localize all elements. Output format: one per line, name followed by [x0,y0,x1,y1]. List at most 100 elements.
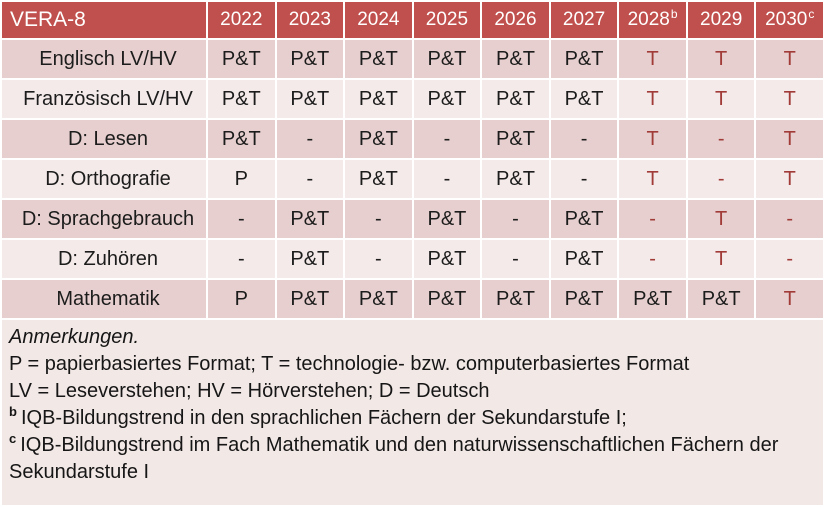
table-cell: P&T [345,120,412,158]
table-cell: P&T [208,120,275,158]
table-cell: T [619,160,686,198]
column-header-2022: 2022 [208,2,275,38]
table-cell: - [345,240,412,278]
table-cell: T [619,80,686,118]
table-cell: P&T [276,200,344,238]
column-header-2027: 2027 [550,2,618,38]
table-cell: P&T [345,280,412,318]
table-cell: P&T [276,240,344,278]
table-cell: P&T [687,280,755,318]
row-label: Mathematik [2,280,206,318]
table-cell: P&T [413,280,481,318]
footnote-b: b IQB-Bildungstrend in den sprachlichen F… [9,405,813,432]
notes-section: Anmerkungen. P = papierbasiertes Format;… [2,320,823,505]
footnote-b-superscript: b [9,404,17,420]
table-cell: - [413,160,481,198]
table-cell: - [482,240,549,278]
column-header-label: 2025 [425,9,469,30]
table-cell: P&T [550,280,618,318]
table-cell: - [276,120,344,158]
table-cell: - [687,160,755,198]
column-header-2026: 2026 [482,2,549,38]
column-header-2029: 2029 [687,2,755,38]
column-header-label: 2024 [357,9,400,30]
table-cell: - [619,200,686,238]
table-cell: T [756,40,823,78]
notes-heading: Anmerkungen. [9,326,140,348]
table-cell: P&T [619,280,686,318]
table-cell: T [619,120,686,158]
table-cell: P&T [208,40,275,78]
notes-legend-abbreviations: LV = Leseverstehen; HV = Hörverstehen; D… [9,380,490,402]
notes-legend-format: P = papierbasiertes Format; T = technolo… [9,353,690,375]
vera-table: VERA-8 2022 2023 2024 2025 2026 2027 2028 b 2029 2… [2,2,823,318]
table-cell: P [208,280,275,318]
table-cell: P&T [413,80,481,118]
table-cell: - [619,240,686,278]
table-cell: P [208,160,275,198]
table-cell: P&T [413,40,481,78]
column-header-2030: 2030 c [756,2,823,38]
footnote-c: c IQB-Bildungstrend im Fach Mathematik un… [9,432,813,486]
column-header-label: 2026 [494,9,537,30]
table-cell: T [756,160,823,198]
table-cell: P&T [276,80,344,118]
table-title-cell: VERA-8 [2,2,206,38]
table-cell: T [687,240,755,278]
table-cell: P&T [345,80,412,118]
table-cell: - [756,200,823,238]
footnote-c-text: IQB-Bildungstrend im Fach Mathematik und… [9,434,779,483]
table-cell: - [550,160,618,198]
row-label: Französisch LV/HV [2,80,206,118]
table-cell: P&T [550,80,618,118]
table-cell: T [687,200,755,238]
table-cell: - [482,200,549,238]
table-cell: - [687,120,755,158]
column-header-label: 2028 [627,9,670,30]
column-header-label: 2029 [700,9,743,30]
column-header-label: 2027 [562,9,606,30]
table-cell: T [756,280,823,318]
table-cell: T [756,80,823,118]
table-cell: P&T [276,40,344,78]
table-cell: - [276,160,344,198]
table-cell: - [208,200,275,238]
column-header-label: 2022 [220,9,263,30]
row-label: D: Orthografie [2,160,206,198]
row-label: D: Lesen [2,120,206,158]
table-cell: - [345,200,412,238]
row-label: D: Zuhören [2,240,206,278]
column-header-2028: 2028 b [619,2,686,38]
table-cell: P&T [550,200,618,238]
table-cell: P&T [276,280,344,318]
table-cell: P&T [413,240,481,278]
table-cell: - [208,240,275,278]
table-cell: P&T [482,160,549,198]
table-cell: P&T [208,80,275,118]
table-cell: P&T [550,40,618,78]
table-cell: P&T [482,120,549,158]
column-header-label: 2030 [765,9,808,30]
table-cell: - [756,240,823,278]
table-cell: T [687,40,755,78]
row-label: D: Sprachgebrauch [2,200,206,238]
table-cell: T [756,120,823,158]
column-header-2025: 2025 [413,2,481,38]
table-cell: P&T [413,200,481,238]
table-cell: P&T [482,80,549,118]
footnote-b-text: IQB-Bildungstrend in den sprachlichen Fä… [20,407,627,429]
footnote-c-superscript: c [9,431,17,447]
table-cell: P&T [345,40,412,78]
table-cell: P&T [550,240,618,278]
table-cell: P&T [482,280,549,318]
table-cell: - [550,120,618,158]
table-cell: T [687,80,755,118]
column-header-label: 2023 [288,9,331,30]
table-cell: P&T [482,40,549,78]
column-header-2024: 2024 [345,2,412,38]
row-label: Englisch LV/HV [2,40,206,78]
table-cell: P&T [345,160,412,198]
table-cell: - [413,120,481,158]
column-header-2023: 2023 [276,2,344,38]
